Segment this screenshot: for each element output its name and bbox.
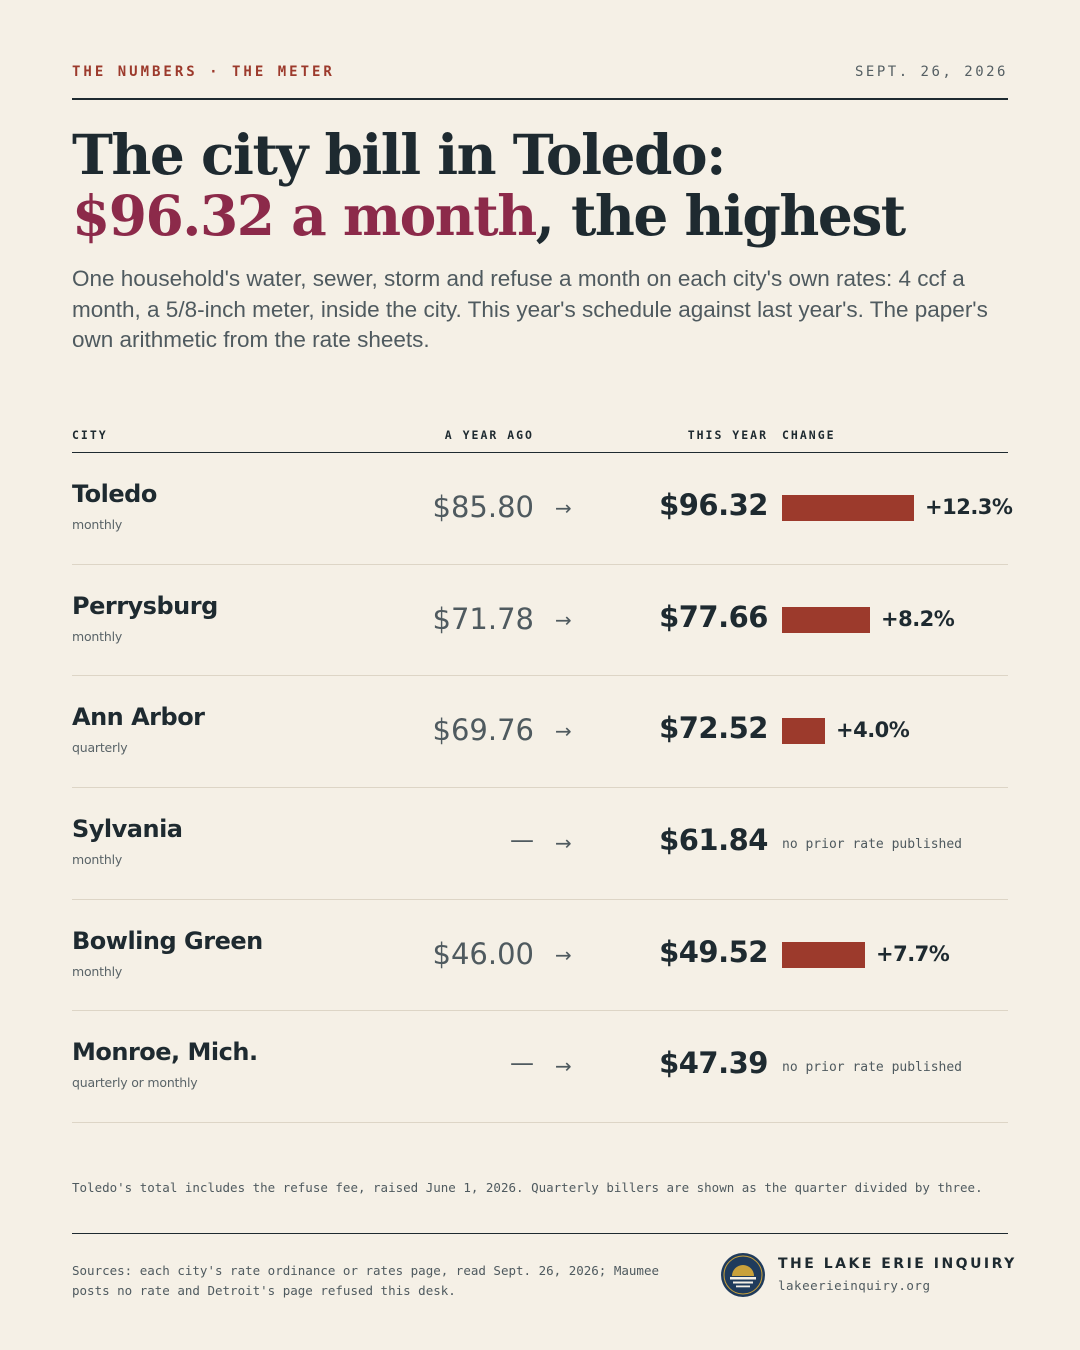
city-name: Ann Arbor [72,703,205,732]
rate-table: Toledo monthly $85.80 → $96.32 +12.3% Perrysbu… [72,453,1013,1124]
change-label: +4.0% [836,718,910,743]
dek: One household's water, sewer, storm and … [72,266,988,352]
city-name: Perrysburg [72,591,218,620]
column-header-change: CHANGE [782,428,836,442]
arrow-icon: → [555,831,572,856]
change-bar [782,606,870,633]
headline-line-1: The city bill in Toledo: [72,122,726,187]
table-row: Monroe, Mich. quarterly or monthly — → $47.3… [72,1011,1008,1124]
headline-accent: $96.32 a month [72,183,537,248]
brand-name: THE LAKE ERIE INQUIRY [778,1256,1017,1272]
change-label: +12.3% [925,495,1013,519]
arrow-icon: → [555,1054,572,1079]
prior-rate: $46.00 [432,936,534,971]
prior-rate: $69.76 [432,713,534,748]
current-rate: $61.84 [659,823,768,858]
prior-rate-missing: — [510,826,534,855]
no-prior-note: no prior rate published [782,837,963,853]
column-header-city: CITY [72,428,108,442]
arrow-icon: → [555,719,572,744]
column-header-current: THIS YEAR [687,428,768,442]
city-name: Sylvania [72,815,183,844]
arrow-icon: → [555,496,572,520]
dateline: SEPT. 26, 2026 [854,64,1008,80]
table-row: Bowling Green monthly $46.00 → $49.52 +7.7% [72,900,1008,1012]
current-rate: $96.32 [659,488,768,522]
billing-cadence: quarterly [72,740,128,756]
header-rule [72,98,1008,100]
current-rate: $72.52 [659,711,768,746]
current-rate: $47.39 [659,1046,768,1081]
column-header-prior: A YEAR AGO [444,428,534,442]
billing-cadence: monthly [72,852,123,868]
arrow-icon: → [555,942,572,967]
header: THE NUMBERS · THE METER SEPT. 26, 2026 [72,64,1008,84]
city-name: Bowling Green [72,926,263,955]
prior-rate: $85.80 [432,490,534,524]
billing-cadence: monthly [72,628,123,644]
footnote: Toledo's total includes the refuse fee, … [72,1180,983,1195]
table-row: Toledo monthly $85.80 → $96.32 +12.3% [72,453,1013,565]
billing-cadence: quarterly or monthly [72,1075,198,1091]
change-bar [782,718,825,745]
table-row: Perrysburg monthly $71.78 → $77.66 +8.2% [72,565,1008,677]
city-name: Monroe, Mich. [72,1038,258,1067]
change-bar [782,495,914,521]
billing-cadence: monthly [72,963,123,979]
footer-rule [72,1233,1008,1234]
brand-url[interactable]: lakeerieinquiry.org [778,1278,931,1293]
headline: The city bill in Toledo: $96.32 a month,… [72,124,1008,246]
current-rate: $49.52 [659,934,768,969]
arrow-icon: → [555,607,572,632]
prior-rate: $71.78 [432,601,534,636]
change-label: +7.7% [876,941,950,966]
current-rate: $77.66 [659,599,768,634]
sources: Sources: each city's rate ordinance or r… [72,1263,659,1298]
graphic: THE NUMBERS · THE METER SEPT. 26, 2026 T… [72,0,1014,1350]
table-header-rule [72,452,1008,453]
billing-cadence: monthly [72,517,123,532]
no-prior-note: no prior rate published [782,1060,963,1076]
change-bar [782,941,865,968]
city-name: Toledo [72,480,157,508]
lake-sunset-seal-icon [721,1253,765,1297]
table-row: Ann Arbor quarterly $69.76 → $72.52 +4.0% [72,676,1008,789]
table-row: Sylvania monthly — → $61.84 no prior rate pub… [72,788,1008,900]
change-label: +8.2% [881,606,955,631]
prior-rate-missing: — [510,1049,534,1078]
headline-rest: , the highest [535,183,907,248]
section-kicker: THE NUMBERS · THE METER [72,64,335,80]
